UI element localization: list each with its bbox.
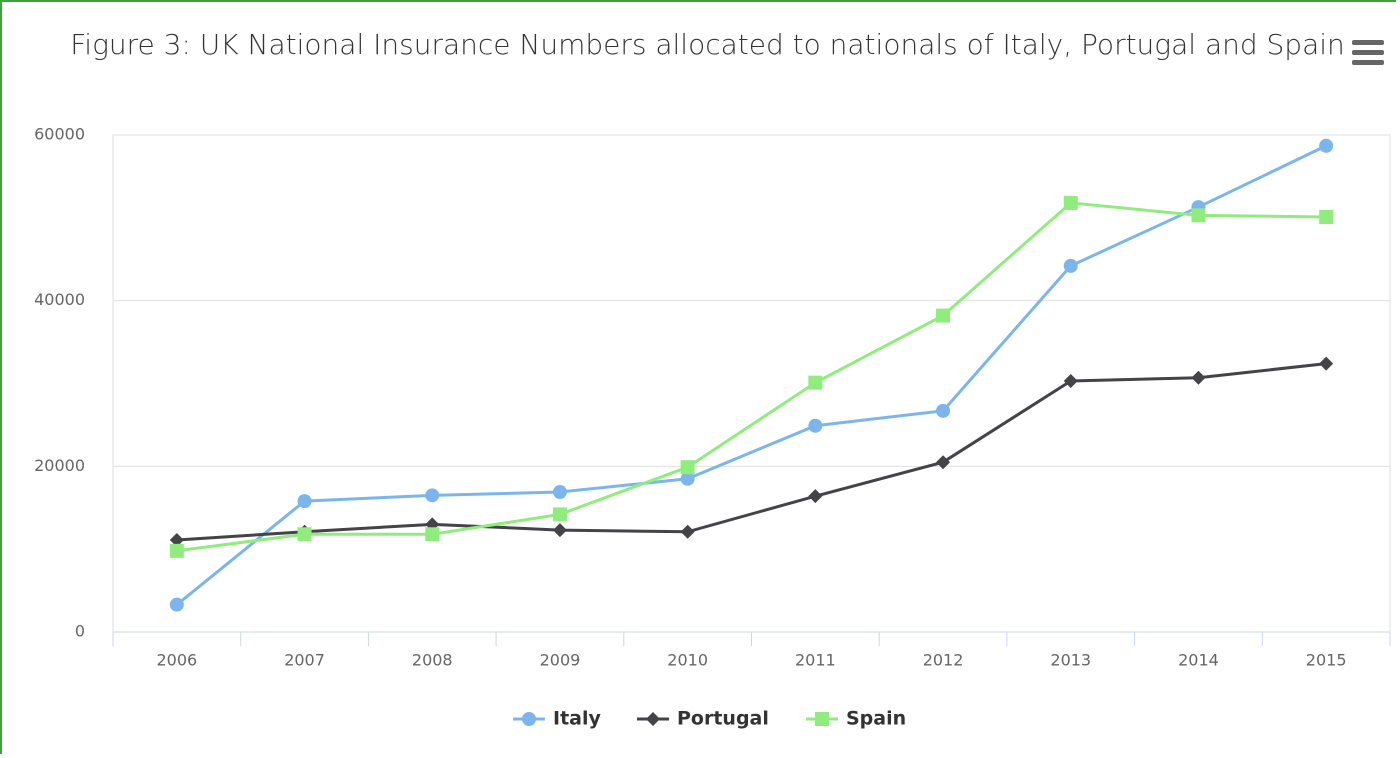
point — [680, 460, 695, 475]
point — [297, 494, 312, 509]
menu-icon[interactable] — [1352, 40, 1384, 65]
point — [1319, 138, 1334, 153]
point — [936, 403, 951, 418]
point — [680, 471, 695, 486]
y-tick-label: 40000 — [34, 290, 85, 309]
x-tick-label: 2010 — [667, 651, 708, 670]
point — [552, 523, 567, 538]
x-tick-label: 2012 — [923, 651, 964, 670]
x-tick-label: 2014 — [1178, 651, 1219, 670]
series-line — [176, 201, 1327, 553]
legend-label: Italy — [553, 708, 601, 730]
point — [425, 488, 440, 503]
legend-symbol — [646, 712, 660, 726]
legend-label: Spain — [846, 708, 906, 730]
point — [808, 489, 823, 504]
x-tick-label: 2009 — [540, 651, 581, 670]
point — [1063, 374, 1078, 389]
point — [1063, 258, 1078, 273]
point — [425, 527, 440, 542]
y-tick-label: 20000 — [34, 456, 85, 475]
legend-label: Portugal — [677, 708, 769, 730]
x-tick-label: 2015 — [1306, 651, 1347, 670]
x-tick-label: 2006 — [156, 651, 197, 670]
menu-bar — [1352, 40, 1384, 45]
point — [169, 597, 184, 612]
menu-bar — [1352, 60, 1384, 65]
point — [552, 485, 567, 500]
point — [1319, 356, 1334, 371]
x-tick-label: 2008 — [412, 651, 453, 670]
point — [680, 524, 695, 539]
chart-title: Figure 3: UK National Insurance Numbers … — [70, 28, 1345, 61]
x-tick-label: 2011 — [795, 651, 836, 670]
point — [1063, 195, 1078, 210]
point — [1191, 370, 1206, 385]
y-tick-label: 0 — [75, 622, 85, 641]
point — [1319, 210, 1334, 225]
point — [169, 533, 184, 548]
point — [936, 455, 951, 470]
x-tick-label: 2013 — [1050, 651, 1091, 670]
series-line — [176, 362, 1327, 542]
point — [1191, 208, 1206, 223]
legend-symbol — [522, 712, 536, 726]
point — [936, 308, 951, 323]
point — [808, 418, 823, 433]
point — [297, 527, 312, 542]
menu-bar — [1352, 50, 1384, 55]
x-tick-label: 2007 — [284, 651, 325, 670]
point — [169, 543, 184, 558]
point — [808, 375, 823, 390]
legend-symbol — [815, 712, 829, 726]
series-line — [175, 144, 1327, 606]
y-tick-label: 60000 — [34, 125, 85, 144]
point — [552, 507, 567, 522]
